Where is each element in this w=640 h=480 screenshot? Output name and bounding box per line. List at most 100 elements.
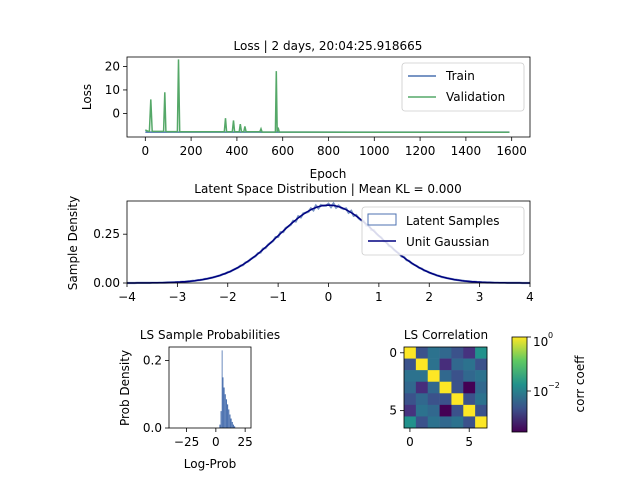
latent-xtick-label: 4 <box>526 290 534 304</box>
correlation-cell <box>475 370 488 383</box>
logprob-xlabel: Log-Prob <box>184 457 236 471</box>
latent-title: Latent Space Distribution | Mean KL = 0.… <box>194 182 461 196</box>
logprob-bar <box>222 377 224 428</box>
correlation-xtick-label: 5 <box>465 435 473 449</box>
loss-ytick-label: 10 <box>105 83 120 97</box>
loss-series-validation-line <box>144 59 510 134</box>
correlation-cell <box>463 381 476 394</box>
correlation-cell <box>475 358 488 371</box>
latent-ylabel: Sample Density <box>66 196 80 290</box>
legend-train-label: Train <box>445 69 475 83</box>
logprob-bar <box>232 424 235 428</box>
colorbar-tick-exp-top: 0 <box>548 331 553 340</box>
correlation-cell <box>439 358 452 371</box>
logprob-bar <box>221 350 223 428</box>
correlation-cell <box>415 393 429 406</box>
correlation-cell <box>475 404 488 417</box>
correlation-cell <box>475 381 488 394</box>
logprob-ylabel: Prob Density <box>118 350 132 426</box>
correlation-cell <box>463 347 476 359</box>
colorbar-label: corr coeff <box>573 355 587 413</box>
latent-ytick-label: 0.00 <box>93 276 120 290</box>
correlation-title: LS Correlation <box>404 328 488 342</box>
loss-title: Loss | 2 days, 20:04:25.918665 <box>234 39 423 53</box>
correlation-cell <box>439 393 452 406</box>
logprob-panel: LS Sample Probabilities −25 0 25 0.0 0.2 Lo… <box>118 328 280 471</box>
correlation-cell <box>404 404 417 417</box>
latent-legend: Latent Samples Unit Gaussian <box>361 206 525 256</box>
unit-gaussian-curve <box>127 204 530 284</box>
loss-legend-box <box>401 62 525 112</box>
latent-panel: Latent Space Distribution | Mean KL = 0.… <box>66 182 534 304</box>
logprob-axes-frame <box>168 346 252 429</box>
logprob-bar <box>219 424 221 428</box>
logprob-xtick-label: 25 <box>238 435 253 449</box>
correlation-cell <box>463 416 476 429</box>
logprob-bar <box>223 387 225 428</box>
logprob-bar <box>220 411 222 428</box>
loss-xtick-label: 1600 <box>496 144 527 158</box>
correlation-cell <box>404 381 417 394</box>
logprob-ytick-label: 0.2 <box>143 354 162 368</box>
loss-xtick-label: 400 <box>225 144 248 158</box>
correlation-cell <box>415 416 429 429</box>
loss-xtick-label: 1400 <box>451 144 482 158</box>
loss-ytick-label: 20 <box>105 59 120 73</box>
correlation-ytick-label: 5 <box>389 404 397 418</box>
logprob-bar <box>225 399 227 428</box>
correlation-cell <box>427 393 440 406</box>
latent-ytick-label: 0.25 <box>93 227 120 241</box>
loss-xtick-label: 600 <box>271 144 294 158</box>
correlation-cell <box>451 347 464 359</box>
correlation-cell <box>439 404 452 417</box>
logprob-bar <box>224 394 226 428</box>
correlation-cell <box>427 404 440 417</box>
correlation-cell <box>463 393 476 406</box>
correlation-cell <box>439 347 452 359</box>
latent-xtick-label: 1 <box>375 290 383 304</box>
correlation-cell <box>427 358 440 371</box>
correlation-cell <box>451 370 464 383</box>
correlation-cell <box>427 347 440 359</box>
correlation-cell <box>404 416 417 429</box>
logprob-bar <box>234 426 236 428</box>
correlation-axes-frame <box>403 346 488 429</box>
loss-ytick-label: 0 <box>112 106 120 120</box>
correlation-cell <box>463 370 476 383</box>
logprob-bar <box>228 409 230 428</box>
loss-panel: Loss | 2 days, 20:04:25.918665 0 200 400 60… <box>80 39 531 181</box>
correlation-cell <box>415 381 429 394</box>
correlation-cell <box>404 347 417 359</box>
correlation-cell <box>427 381 440 394</box>
logprob-bar <box>230 418 232 428</box>
loss-ylabel: Loss <box>80 84 94 110</box>
correlation-cell <box>427 416 440 429</box>
correlation-cell <box>475 393 488 406</box>
correlation-ytick-label: 0 <box>389 346 397 360</box>
colorbar <box>511 336 528 433</box>
logprob-title: LS Sample Probabilities <box>140 328 280 342</box>
colorbar-tick-label-mid: 10 <box>533 385 548 399</box>
logprob-bar <box>229 414 231 428</box>
correlation-cell <box>439 416 452 429</box>
correlation-cell <box>415 358 429 371</box>
legend-latent-samples-swatch <box>367 213 397 226</box>
correlation-cell <box>404 393 417 406</box>
logprob-xtick-label: −25 <box>174 435 199 449</box>
correlation-cell <box>451 404 464 417</box>
correlation-cell <box>475 416 488 429</box>
correlation-cell <box>415 347 429 359</box>
correlation-cell <box>463 358 476 371</box>
logprob-ytick-label: 0.0 <box>143 421 162 435</box>
loss-xlabel: Epoch <box>310 167 347 181</box>
correlation-cell <box>439 381 452 394</box>
latent-xtick-label: −2 <box>219 290 237 304</box>
logprob-xtick-label: 0 <box>212 435 220 449</box>
colorbar-tick-label-top: 10 <box>533 335 548 349</box>
correlation-cell <box>475 347 488 359</box>
correlation-cell <box>451 416 464 429</box>
logprob-bar <box>231 421 233 428</box>
loss-xtick-label: 0 <box>141 144 149 158</box>
correlation-cell <box>451 381 464 394</box>
